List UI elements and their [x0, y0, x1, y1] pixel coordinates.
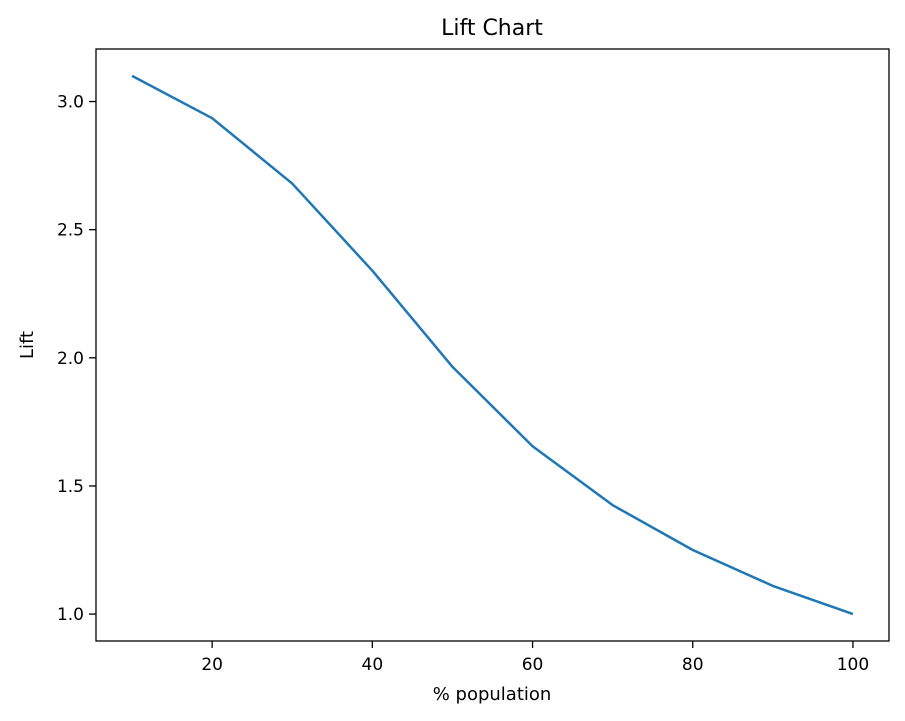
series-line-lift	[131, 74, 854, 616]
x-tick-label: 100	[837, 655, 869, 675]
y-tick-label: 3.0	[57, 93, 84, 113]
y-tick-label: 2.5	[57, 221, 84, 241]
y-axis: 1.0 1.5 2.0 2.5 3.0	[57, 93, 96, 625]
y-axis-label: Lift	[17, 331, 38, 359]
x-tick-label: 20	[201, 655, 223, 675]
x-tick-label: 80	[682, 655, 704, 675]
plot-area	[131, 74, 854, 616]
x-tick-label: 40	[362, 655, 384, 675]
y-tick-label: 2.0	[57, 349, 84, 369]
x-axis: 20 40 60 80 100	[201, 641, 869, 675]
plot-frame	[95, 48, 890, 642]
y-tick-label: 1.5	[57, 477, 84, 497]
y-tick-label: 1.0	[57, 605, 84, 625]
chart-title: Lift Chart	[441, 16, 543, 41]
x-tick-label: 60	[522, 655, 544, 675]
x-axis-label: % population	[433, 684, 552, 705]
